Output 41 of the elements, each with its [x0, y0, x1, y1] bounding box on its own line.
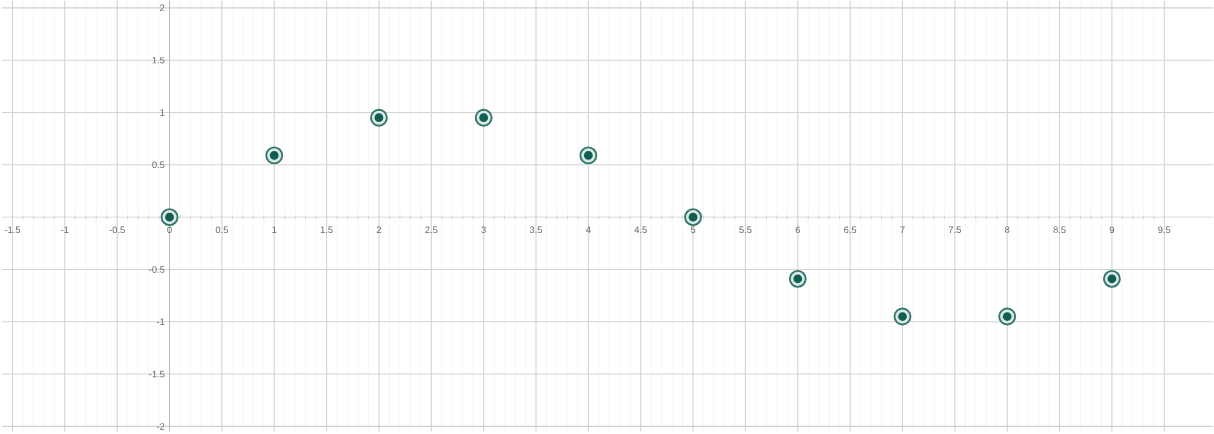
x-tick-label: 0.5: [215, 226, 228, 234]
point: [893, 307, 912, 326]
x-tick-label: -1: [61, 226, 69, 233]
point: [265, 146, 284, 165]
point: [474, 108, 493, 127]
x-tick-label: 4: [585, 226, 591, 233]
x-tick-label: 8.5: [1053, 226, 1066, 234]
x-tick-label: 0: [167, 226, 172, 234]
x-tick-label: 2: [376, 226, 382, 233]
x-tick-label: 6.5: [844, 226, 857, 234]
y-tick-label: -1.5: [149, 370, 165, 378]
point: [579, 146, 598, 165]
x-tick-label: 3: [481, 226, 486, 234]
point: [160, 208, 179, 226]
x-tick-label: 4.5: [634, 226, 647, 233]
x-tick-label: 1.5: [320, 226, 333, 233]
point: [370, 108, 388, 127]
x-tick-label: 9.5: [1158, 226, 1171, 234]
x-tick-label: -1.5: [4, 226, 21, 233]
y-tick-label: -1: [156, 318, 165, 325]
y-tick-label: -0.5: [149, 266, 165, 273]
x-tick-label: 7.5: [948, 226, 961, 233]
y-tick-label: -2: [156, 423, 165, 430]
x-tick-label: 5: [690, 226, 696, 233]
x-tick-label: 6: [795, 226, 800, 234]
point: [684, 208, 702, 226]
x-tick-label: 1: [272, 226, 277, 233]
y-tick-label: 1.5: [152, 56, 165, 64]
x-tick-label: 3.5: [529, 226, 543, 234]
x-tick-label: 7: [900, 226, 905, 233]
point: [1102, 269, 1121, 288]
x-tick-label: -0.5: [109, 226, 125, 234]
x-tick-label: 8: [1005, 226, 1010, 234]
point: [788, 269, 807, 288]
y-tick-label: 1: [160, 109, 165, 116]
y-tick-label: 0.5: [152, 161, 165, 169]
x-tick-label: 9: [1109, 226, 1115, 234]
point: [998, 307, 1017, 326]
x-tick-label: 2.5: [425, 226, 438, 234]
y-tick-label: 2: [160, 4, 165, 12]
x-tick-label: 5.5: [739, 226, 752, 233]
